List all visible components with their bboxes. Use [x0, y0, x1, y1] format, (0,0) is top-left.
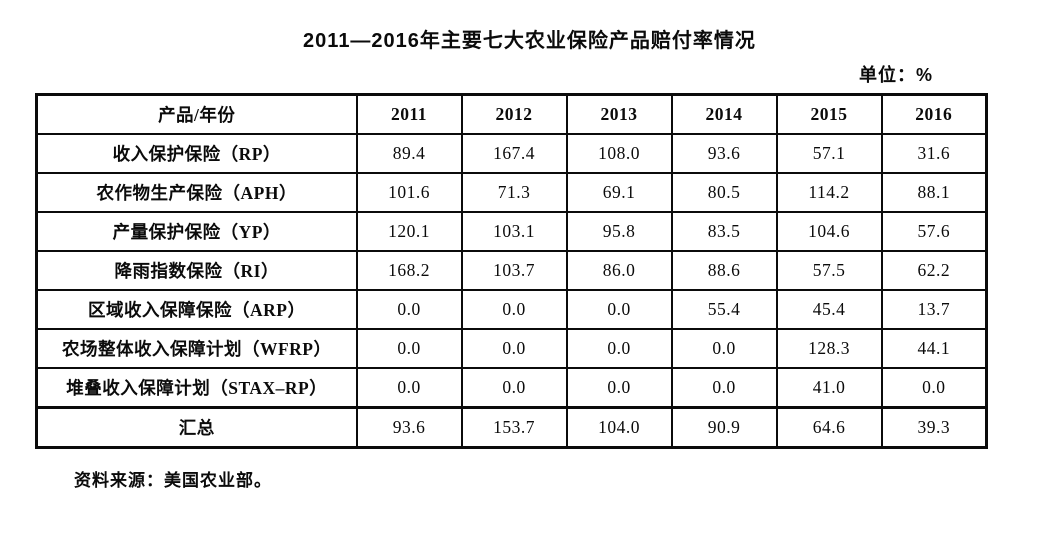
product-label-cell: 产量保护保险（YP）: [35, 211, 358, 252]
table-row: 收入保护保险（RP） 89.4 167.4 108.0 93.6 57.1 31.6: [35, 133, 988, 174]
value-cell: 0.0: [565, 289, 673, 330]
value-cell: 0.0: [565, 328, 673, 369]
header-cell-year: 2016: [880, 93, 988, 135]
value-cell: 71.3: [460, 172, 568, 213]
value-cell: 88.6: [670, 250, 778, 291]
value-cell: 39.3: [880, 406, 988, 449]
table-total-row: 汇总 93.6 153.7 104.0 90.9 64.6 39.3: [35, 406, 988, 449]
unit-label: 单位：%: [858, 65, 933, 85]
value-cell: 0.0: [355, 367, 463, 409]
product-label-cell: 堆叠收入保障计划（STAX–RP）: [35, 367, 358, 409]
value-cell: 57.1: [775, 133, 883, 174]
product-label-cell: 农场整体收入保障计划（WFRP）: [35, 328, 358, 369]
header-cell-year: 2011: [355, 93, 463, 135]
value-cell: 90.9: [670, 406, 778, 449]
value-cell: 0.0: [670, 367, 778, 409]
value-cell: 104.0: [565, 406, 673, 449]
value-cell: 0.0: [460, 367, 568, 409]
value-cell: 168.2: [355, 250, 463, 291]
table-row: 农作物生产保险（APH） 101.6 71.3 69.1 80.5 114.2 88.1: [35, 172, 988, 213]
value-cell: 62.2: [880, 250, 988, 291]
product-label-cell: 农作物生产保险（APH）: [35, 172, 358, 213]
value-cell: 0.0: [670, 328, 778, 369]
header-cell-year: 2012: [460, 93, 568, 135]
value-cell: 0.0: [355, 289, 463, 330]
value-cell: 153.7: [460, 406, 568, 449]
product-label-cell: 收入保护保险（RP）: [35, 133, 358, 174]
value-cell: 69.1: [565, 172, 673, 213]
table-row: 产量保护保险（YP） 120.1 103.1 95.8 83.5 104.6 57.6: [35, 211, 988, 252]
value-cell: 89.4: [355, 133, 463, 174]
value-cell: 57.6: [880, 211, 988, 252]
table-row: 区域收入保障保险（ARP） 0.0 0.0 0.0 55.4 45.4 13.7: [35, 289, 988, 330]
value-cell: 101.6: [355, 172, 463, 213]
product-label-cell: 降雨指数保险（RI）: [35, 250, 358, 291]
product-label-cell: 区域收入保障保险（ARP）: [35, 289, 358, 330]
value-cell: 13.7: [880, 289, 988, 330]
header-cell-year: 2014: [670, 93, 778, 135]
value-cell: 95.8: [565, 211, 673, 252]
table-row: 农场整体收入保障计划（WFRP） 0.0 0.0 0.0 0.0 128.3 44.1: [35, 328, 988, 369]
value-cell: 0.0: [565, 367, 673, 409]
value-cell: 114.2: [775, 172, 883, 213]
value-cell: 108.0: [565, 133, 673, 174]
value-cell: 55.4: [670, 289, 778, 330]
value-cell: 120.1: [355, 211, 463, 252]
value-cell: 57.5: [775, 250, 883, 291]
value-cell: 64.6: [775, 406, 883, 449]
value-cell: 128.3: [775, 328, 883, 369]
value-cell: 88.1: [880, 172, 988, 213]
value-cell: 167.4: [460, 133, 568, 174]
value-cell: 45.4: [775, 289, 883, 330]
value-cell: 93.6: [355, 406, 463, 449]
table-row: 堆叠收入保障计划（STAX–RP） 0.0 0.0 0.0 0.0 41.0 0.0: [35, 367, 988, 409]
table-header-row: 产品/年份 2011 2012 2013 2014 2015 2016: [35, 93, 988, 135]
value-cell: 103.7: [460, 250, 568, 291]
table-row: 降雨指数保险（RI） 168.2 103.7 86.0 88.6 57.5 62.2: [35, 250, 988, 291]
source-note: 资料来源：美国农业部。: [74, 471, 272, 490]
value-cell: 31.6: [880, 133, 988, 174]
value-cell: 0.0: [460, 328, 568, 369]
header-cell-year: 2013: [565, 93, 673, 135]
table-header: 产品/年份 2011 2012 2013 2014 2015 2016: [35, 93, 988, 135]
product-label-cell: 汇总: [35, 406, 358, 449]
header-cell-product: 产品/年份: [35, 93, 358, 135]
value-cell: 80.5: [670, 172, 778, 213]
value-cell: 103.1: [460, 211, 568, 252]
value-cell: 86.0: [565, 250, 673, 291]
value-cell: 104.6: [775, 211, 883, 252]
value-cell: 0.0: [355, 328, 463, 369]
table-title: 2011—2016年主要七大农业保险产品赔付率情况: [303, 30, 756, 52]
value-cell: 44.1: [880, 328, 988, 369]
value-cell: 83.5: [670, 211, 778, 252]
value-cell: 93.6: [670, 133, 778, 174]
payout-rate-table: 产品/年份 2011 2012 2013 2014 2015 2016 收入保护保险（RP）…: [35, 93, 988, 449]
value-cell: 0.0: [880, 367, 988, 409]
value-cell: 0.0: [460, 289, 568, 330]
value-cell: 41.0: [775, 367, 883, 409]
header-cell-year: 2015: [775, 93, 883, 135]
